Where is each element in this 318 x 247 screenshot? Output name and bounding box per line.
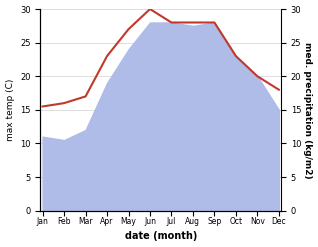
X-axis label: date (month): date (month) bbox=[125, 231, 197, 242]
Y-axis label: med. precipitation (kg/m2): med. precipitation (kg/m2) bbox=[303, 41, 313, 178]
Y-axis label: max temp (C): max temp (C) bbox=[5, 79, 15, 141]
